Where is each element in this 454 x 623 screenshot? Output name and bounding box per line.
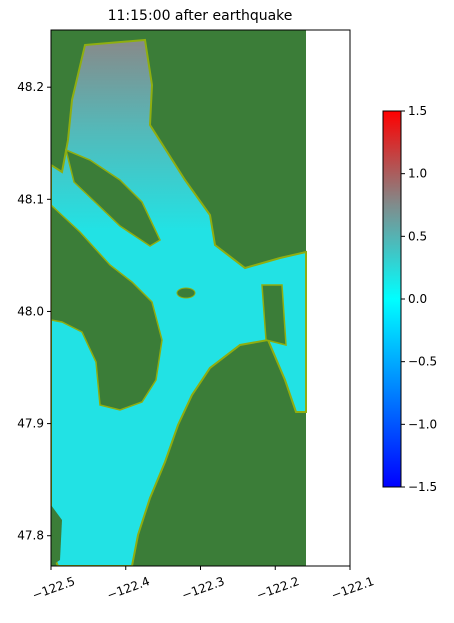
x-tick-label: −122.4 <box>105 574 152 602</box>
colorbar-tick-label: 1.0 <box>408 167 427 181</box>
colorbar-tick-label: −0.5 <box>408 355 437 369</box>
colorbar-tick-label: 0.5 <box>408 229 427 243</box>
y-tick-label: 47.8 <box>17 529 44 543</box>
colorbar-tick-label: 1.5 <box>408 104 427 118</box>
chart-title: 11:15:00 after earthquake <box>108 8 293 24</box>
x-tick-label: −122.2 <box>255 574 302 602</box>
y-tick-label: 48.2 <box>17 80 44 94</box>
water <box>51 38 307 566</box>
land-mass <box>51 505 62 566</box>
colorbar <box>382 110 402 488</box>
island <box>176 287 196 299</box>
y-tick-label: 47.9 <box>17 417 44 431</box>
colorbar-tick-label: 0.0 <box>408 292 427 306</box>
x-tick-label: −122.1 <box>329 574 376 602</box>
colorbar-tick-label: −1.5 <box>408 480 437 494</box>
y-tick-label: 48.0 <box>17 304 44 318</box>
land-mass <box>51 203 163 411</box>
x-tick-label: −122.3 <box>180 574 227 602</box>
land-mass <box>261 284 287 346</box>
map-area <box>51 30 307 566</box>
peninsula <box>64 148 161 247</box>
y-tick-label: 48.1 <box>17 192 44 206</box>
colorbar-tick-label: −1.0 <box>408 417 437 431</box>
x-tick-label: −122.5 <box>30 574 77 602</box>
